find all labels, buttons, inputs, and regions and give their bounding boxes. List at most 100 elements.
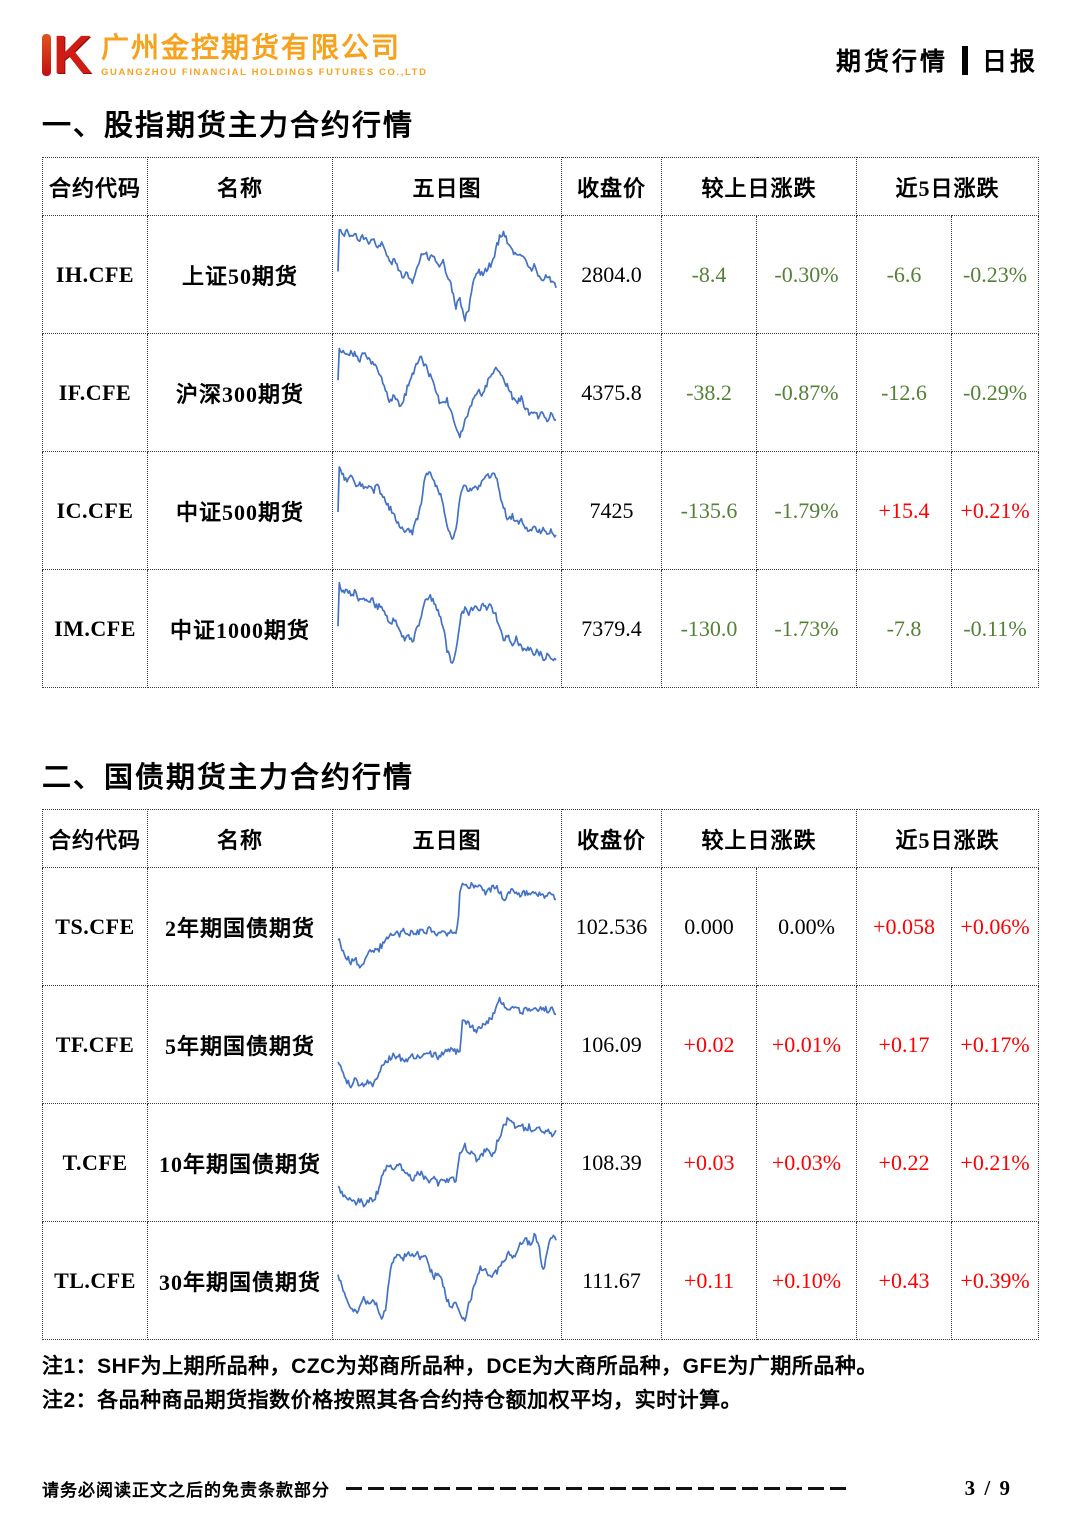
daily-change-cell: +0.02 [661, 985, 757, 1104]
page-footer: 请务必阅读正文之后的免责条款部分 3 / 9 [42, 1476, 1038, 1501]
five-day-change-pct-cell: +0.39% [951, 1221, 1040, 1340]
treasury-futures-table: 合约代码 名称 五日图 收盘价 较上日涨跌 近5日涨跌 TS.CFE 2年期国债期… [42, 809, 1040, 1340]
contract-name-cell: 中证1000期货 [147, 569, 333, 688]
section-title-stock-index: 一、股指期货主力合约行情 [42, 110, 415, 142]
five-day-change-cell: +15.4 [856, 451, 953, 570]
daily-change-cell: -130.0 [661, 569, 757, 688]
logo-k-icon: K [42, 28, 92, 82]
col-name: 名称 [147, 157, 333, 216]
table-row: TL.CFE 30年期国债期货 111.67 +0.11 +0.10% +0.43 +0.3… [42, 1221, 1040, 1340]
five-day-sparkline [337, 881, 557, 969]
contract-code-cell: TL.CFE [42, 1221, 148, 1340]
five-day-change-pct-cell: +0.21% [951, 1103, 1040, 1222]
five-day-change-pct-cell: +0.06% [951, 867, 1040, 986]
col-contract-code: 合约代码 [42, 157, 148, 216]
contract-code-cell: TS.CFE [42, 867, 148, 986]
close-price-cell: 111.67 [561, 1221, 662, 1340]
contract-code-cell: IF.CFE [42, 333, 148, 452]
contract-name-cell: 沪深300期货 [147, 333, 333, 452]
five-day-change-cell: +0.17 [856, 985, 953, 1104]
five-day-chart-cell [332, 1221, 562, 1340]
five-day-sparkline [337, 465, 557, 540]
footnote-2: 注2：各品种商品期货指数价格按照其各合约持仓额加权平均，实时计算。 [42, 1389, 743, 1413]
col-5day-change: 近5日涨跌 [856, 157, 1040, 216]
five-day-change-pct-cell: -0.23% [951, 215, 1040, 334]
five-day-sparkline [337, 228, 557, 322]
five-day-sparkline [337, 581, 557, 664]
disclaimer-text: 请务必阅读正文之后的免责条款部分 [42, 1481, 330, 1500]
col-five-day-chart: 五日图 [332, 809, 562, 868]
col-5day-change: 近5日涨跌 [856, 809, 1040, 868]
five-day-sparkline [337, 1116, 557, 1208]
vertical-divider [961, 45, 968, 75]
table-header-row: 合约代码 名称 五日图 收盘价 较上日涨跌 近5日涨跌 [42, 157, 1040, 216]
table-row: T.CFE 10年期国债期货 108.39 +0.03 +0.03% +0.22 +0.21… [42, 1103, 1040, 1222]
page-number: 3 / 9 [964, 1476, 1012, 1500]
close-price-cell: 106.09 [561, 985, 662, 1104]
table-row: TS.CFE 2年期国债期货 102.536 0.000 0.00% +0.058 +0.0… [42, 867, 1040, 986]
table-header-row: 合约代码 名称 五日图 收盘价 较上日涨跌 近5日涨跌 [42, 809, 1040, 868]
report-type-header: 期货行情 日报 [836, 42, 1038, 78]
daily-change-pct-cell: +0.10% [755, 1221, 858, 1340]
footnotes: 注1：SHF为上期所品种，CZC为郑商所品种，DCE为大商所品种，GFE为广期所… [0, 1350, 1080, 1418]
five-day-chart-cell [332, 985, 562, 1104]
col-daily-change: 较上日涨跌 [660, 809, 858, 868]
five-day-chart-cell [332, 215, 562, 334]
five-day-sparkline [337, 347, 557, 438]
daily-change-pct-cell: +0.03% [755, 1103, 858, 1222]
daily-change-cell: -8.4 [661, 215, 757, 334]
five-day-change-cell: -7.8 [856, 569, 953, 688]
col-close-price: 收盘价 [561, 157, 662, 216]
contract-code-cell: IC.CFE [42, 451, 148, 570]
five-day-change-cell: +0.058 [856, 867, 953, 986]
five-day-sparkline [337, 996, 557, 1088]
daily-change-pct-cell: +0.01% [755, 985, 858, 1104]
table-row: IM.CFE 中证1000期货 7379.4 -130.0 -1.73% -7.8 -0.1… [42, 569, 1040, 688]
contract-name-cell: 10年期国债期货 [147, 1103, 333, 1222]
close-price-cell: 102.536 [561, 867, 662, 986]
footnote-1: 注1：SHF为上期所品种，CZC为郑商所品种，DCE为大商所品种，GFE为广期所… [42, 1355, 878, 1378]
five-day-change-cell: +0.43 [856, 1221, 953, 1340]
five-day-sparkline [337, 1232, 557, 1322]
five-day-chart-cell [332, 451, 562, 570]
close-price-cell: 2804.0 [561, 215, 662, 334]
col-close-price: 收盘价 [561, 809, 662, 868]
logo-bar [42, 34, 51, 76]
five-day-chart-cell [332, 333, 562, 452]
contract-name-cell: 上证50期货 [147, 215, 333, 334]
daily-change-pct-cell: -0.30% [755, 215, 858, 334]
contract-name-cell: 中证500期货 [147, 451, 333, 570]
contract-code-cell: TF.CFE [42, 985, 148, 1104]
close-price-cell: 7379.4 [561, 569, 662, 688]
table-row: IF.CFE 沪深300期货 4375.8 -38.2 -0.87% -12.6 -0.29… [42, 333, 1040, 452]
daily-change-cell: +0.11 [661, 1221, 757, 1340]
company-logo: K 广州金控期货有限公司 GUANGZHOU FINANCIAL HOLDING… [42, 28, 428, 82]
col-daily-change: 较上日涨跌 [660, 157, 858, 216]
daily-change-pct-cell: -1.79% [755, 451, 858, 570]
daily-change-cell: +0.03 [661, 1103, 757, 1222]
close-price-cell: 108.39 [561, 1103, 662, 1222]
contract-code-cell: IH.CFE [42, 215, 148, 334]
contract-name-cell: 5年期国债期货 [147, 985, 333, 1104]
table-body: TS.CFE 2年期国债期货 102.536 0.000 0.00% +0.058 +0.0… [42, 867, 1040, 1340]
close-price-cell: 7425 [561, 451, 662, 570]
five-day-chart-cell [332, 569, 562, 688]
table-row: IH.CFE 上证50期货 2804.0 -8.4 -0.30% -6.6 -0.23% [42, 215, 1040, 334]
col-contract-code: 合约代码 [42, 809, 148, 868]
table-row: TF.CFE 5年期国债期货 106.09 +0.02 +0.01% +0.17 +0.17… [42, 985, 1040, 1104]
company-name-cn: 广州金控期货有限公司 [101, 32, 402, 63]
company-name-en: GUANGZHOU FINANCIAL HOLDINGS FUTURES CO.… [101, 67, 428, 78]
daily-change-cell: 0.000 [661, 867, 757, 986]
table-body: IH.CFE 上证50期货 2804.0 -8.4 -0.30% -6.6 -0.23% IF… [42, 215, 1040, 688]
five-day-change-cell: -12.6 [856, 333, 953, 452]
contract-name-cell: 2年期国债期货 [147, 867, 333, 986]
table-row: IC.CFE 中证500期货 7425 -135.6 -1.79% +15.4 +0.21% [42, 451, 1040, 570]
five-day-change-pct-cell: +0.21% [951, 451, 1040, 570]
five-day-chart-cell [332, 1103, 562, 1222]
col-five-day-chart: 五日图 [332, 157, 562, 216]
five-day-change-pct-cell: -0.29% [951, 333, 1040, 452]
page-header: K 广州金控期货有限公司 GUANGZHOU FINANCIAL HOLDING… [0, 0, 1080, 82]
daily-change-pct-cell: -1.73% [755, 569, 858, 688]
five-day-change-cell: -6.6 [856, 215, 953, 334]
